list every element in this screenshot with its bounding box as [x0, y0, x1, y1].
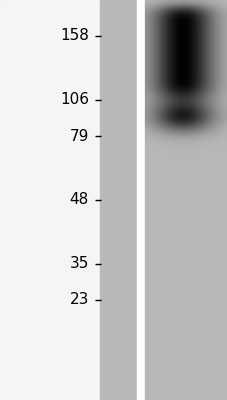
Bar — [144, 0, 227, 400]
Bar — [136, 0, 144, 400]
Bar — [100, 0, 136, 400]
Text: 23: 23 — [69, 292, 89, 308]
Text: 35: 35 — [69, 256, 89, 272]
Text: 106: 106 — [60, 92, 89, 108]
Bar — [0, 0, 100, 400]
Text: 79: 79 — [69, 128, 89, 144]
Text: 158: 158 — [60, 28, 89, 44]
Text: 48: 48 — [69, 192, 89, 208]
